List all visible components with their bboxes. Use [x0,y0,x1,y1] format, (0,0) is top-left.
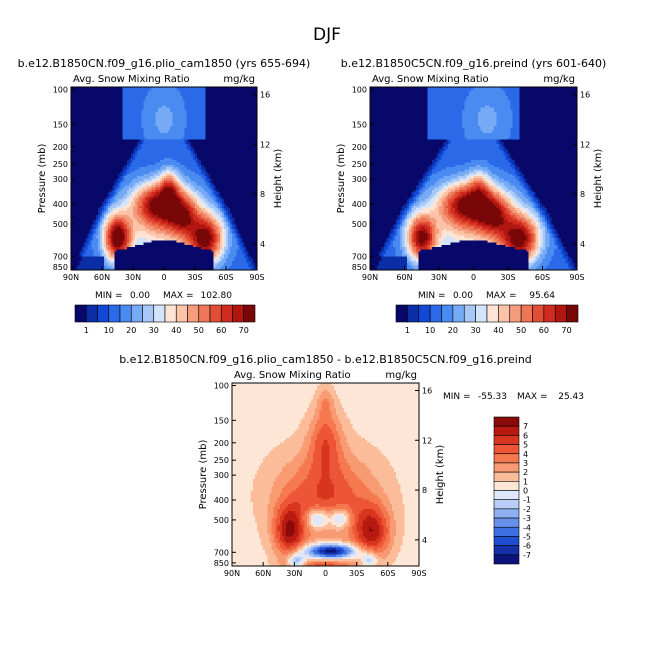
chart-field-1 [71,87,257,270]
chart-panel-1: b.e12.B1850CN.f09_g16.plio_cam1850 (yrs … [18,57,311,335]
charts-group: b.e12.B1850CN.f09_g16.plio_cam1850 (yrs … [18,57,607,578]
figure-title: DJF [313,25,341,45]
